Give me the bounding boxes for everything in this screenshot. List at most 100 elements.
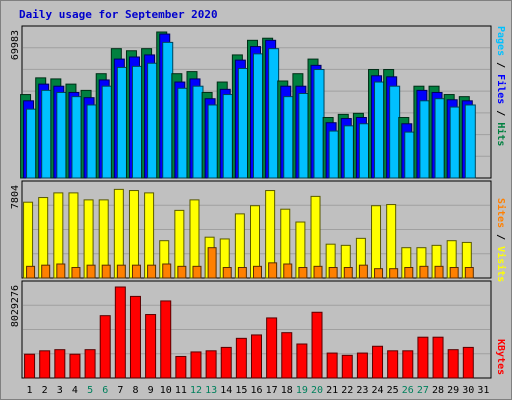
bar-sites-day-21 (328, 267, 338, 279)
y-axis-max-visits: 7804 (10, 185, 21, 209)
bar-sites-day-26 (404, 267, 414, 279)
bar-kbytes-day-11 (175, 355, 187, 379)
day-label-24: 24 (372, 385, 384, 396)
day-label-1: 1 (27, 385, 33, 396)
bar-kbytes-day-3 (54, 349, 66, 379)
day-label-29: 29 (447, 385, 459, 396)
y-axis-max-kbytes: 8029276 (10, 285, 21, 327)
bar-sites-day-10 (162, 263, 172, 279)
day-label-2: 2 (42, 385, 48, 396)
legend-item-files: Files (495, 74, 507, 104)
bar-pages-day-13 (207, 104, 219, 179)
bar-sites-day-28 (434, 265, 444, 279)
bar-sites-day-9 (147, 264, 157, 279)
bar-pages-day-6 (101, 85, 113, 179)
bar-visits-day-24 (371, 205, 382, 279)
bar-sites-day-19 (298, 267, 308, 279)
chart-title: Daily usage for September 2020 (19, 8, 218, 21)
bar-sites-day-6 (101, 264, 111, 279)
legend-item-sites: Sites (495, 198, 507, 228)
day-label-12: 12 (190, 385, 202, 396)
panel-hits-files-pages: 69983 Pages / Files / Hits (10, 25, 507, 179)
bar-sites-day-13 (207, 247, 217, 279)
bar-sites-day-30 (464, 267, 474, 279)
bar-pages-day-24 (374, 81, 386, 179)
day-label-14: 14 (220, 385, 232, 396)
bar-kbytes-day-19 (296, 343, 308, 379)
bar-kbytes-day-15 (235, 337, 247, 379)
bar-sites-day-17 (268, 262, 278, 279)
bar-kbytes-day-24 (372, 345, 384, 379)
day-label-9: 9 (148, 385, 154, 396)
bar-pages-day-19 (298, 93, 310, 179)
day-label-10: 10 (160, 385, 172, 396)
bar-sites-day-5 (86, 264, 96, 279)
bar-sites-day-4 (71, 267, 81, 279)
day-label-25: 25 (387, 385, 399, 396)
day-label-8: 8 (132, 385, 138, 396)
bar-pages-day-2 (41, 89, 53, 179)
day-label-26: 26 (402, 385, 414, 396)
bar-pages-day-12 (192, 85, 204, 179)
bar-sites-day-16 (253, 265, 262, 279)
bar-pages-day-21 (328, 130, 340, 179)
bar-pages-day-18 (283, 96, 295, 179)
bar-pages-day-11 (177, 87, 189, 179)
day-label-19: 19 (296, 385, 308, 396)
bar-sites-day-22 (343, 267, 353, 279)
bar-sites-day-7 (116, 264, 126, 279)
bar-pages-day-28 (434, 98, 446, 179)
legend-item-separator: / (495, 56, 506, 74)
legend-top: Pages / Files / Hits (495, 26, 507, 146)
bar-kbytes-day-18 (281, 332, 293, 379)
bar-kbytes-day-30 (462, 346, 474, 379)
bar-sites-day-1 (26, 265, 36, 279)
day-label-18: 18 (281, 385, 293, 396)
bar-kbytes-day-23 (356, 352, 368, 379)
bar-visits-day-25 (386, 204, 397, 279)
bar-sites-day-11 (177, 265, 187, 279)
bar-kbytes-day-21 (326, 352, 338, 379)
legend-item-separator: / (495, 228, 506, 246)
bar-pages-day-15 (237, 67, 249, 179)
day-label-31: 31 (477, 385, 489, 396)
bar-pages-day-10 (162, 41, 174, 179)
bar-pages-day-27 (419, 100, 431, 179)
day-label-28: 28 (432, 385, 444, 396)
bar-sites-day-3 (56, 263, 66, 279)
day-label-22: 22 (341, 385, 353, 396)
day-label-16: 16 (250, 385, 262, 396)
bar-kbytes-day-6 (99, 315, 111, 379)
bar-pages-day-25 (389, 85, 401, 179)
bar-kbytes-day-4 (69, 353, 81, 379)
bar-pages-day-23 (358, 123, 370, 179)
bar-pages-day-20 (313, 69, 325, 179)
bar-sites-day-23 (358, 264, 368, 279)
bar-sites-day-27 (419, 265, 429, 279)
bar-kbytes-day-28 (432, 336, 444, 379)
bar-pages-day-3 (56, 91, 68, 179)
bar-pages-day-17 (268, 48, 280, 179)
day-label-3: 3 (57, 385, 63, 396)
bar-kbytes-day-16 (251, 334, 262, 379)
bar-sites-day-2 (41, 264, 51, 279)
bar-kbytes-day-13 (205, 350, 217, 379)
legend-item-hits: Hits (495, 122, 507, 146)
bar-kbytes-day-25 (387, 350, 399, 379)
bar-sites-day-8 (131, 264, 141, 279)
y-axis-max-hits: 69983 (10, 30, 21, 60)
bar-pages-day-22 (343, 125, 355, 179)
legend-bottom: KBytes (495, 339, 506, 375)
day-label-17: 17 (266, 385, 278, 396)
day-label-30: 30 (462, 385, 474, 396)
legend-middle: Sites / Visits (495, 198, 507, 282)
day-label-4: 4 (72, 385, 78, 396)
bar-kbytes-day-27 (417, 336, 429, 379)
day-label-23: 23 (356, 385, 368, 396)
bar-sites-day-15 (237, 267, 247, 279)
panel-kbytes: 8029276 KBytes (10, 280, 506, 379)
bar-kbytes-day-26 (402, 350, 414, 379)
day-label-7: 7 (117, 385, 123, 396)
